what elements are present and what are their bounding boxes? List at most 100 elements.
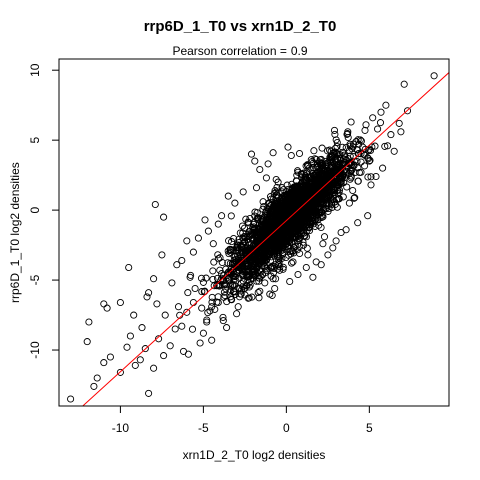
- dense-point: [348, 164, 356, 172]
- data-point: [173, 261, 181, 269]
- data-point: [262, 174, 270, 182]
- dense-point: [323, 147, 331, 155]
- data-point: [266, 290, 274, 298]
- dense-point: [302, 212, 310, 221]
- chart-subtitle: Pearson correlation = 0.9: [0, 44, 480, 58]
- data-point: [362, 121, 370, 129]
- data-point: [329, 244, 337, 252]
- data-point: [264, 160, 272, 168]
- data-point: [67, 395, 75, 403]
- data-point: [337, 228, 345, 237]
- dense-point: [288, 259, 296, 267]
- y-tick-label: -10: [28, 341, 42, 359]
- y-tick-label: 0: [28, 206, 42, 213]
- x-tick-label: 0: [283, 421, 290, 435]
- dense-point: [255, 266, 264, 274]
- dense-point: [357, 158, 365, 166]
- dense-point: [265, 214, 274, 222]
- dense-point: [314, 202, 322, 210]
- dense-point: [243, 273, 251, 281]
- dense-point: [259, 205, 267, 213]
- x-axis-label: xrn1D_2_T0 log2 densities: [182, 448, 326, 462]
- dense-point: [277, 202, 285, 210]
- dense-point: [270, 213, 278, 221]
- dense-point: [354, 136, 362, 144]
- data-point: [276, 266, 284, 274]
- x-axis: -10 -5 0 5: [112, 405, 373, 435]
- data-point: [289, 258, 297, 266]
- dense-point: [216, 266, 224, 274]
- data-point: [168, 279, 176, 287]
- data-point: [100, 300, 108, 308]
- y-tick-label: -5: [28, 274, 42, 285]
- data-point: [143, 293, 151, 301]
- dense-point: [245, 228, 253, 236]
- data-point: [249, 270, 257, 279]
- data-point: [352, 138, 360, 146]
- dense-point: [323, 178, 331, 186]
- data-point: [174, 303, 183, 311]
- data-point: [138, 324, 146, 332]
- dense-point: [227, 281, 235, 289]
- data-point: [365, 157, 373, 165]
- dense-point: [376, 119, 385, 127]
- data-point: [390, 147, 398, 155]
- dense-point: [282, 215, 290, 223]
- dense-point: [270, 262, 278, 270]
- dense-point: [230, 260, 238, 268]
- dense-point: [279, 265, 287, 273]
- dense-point: [296, 181, 304, 189]
- dense-point: [310, 171, 318, 179]
- dense-point: [281, 208, 289, 216]
- y-tick-label: 10: [28, 63, 42, 77]
- data-point: [219, 317, 227, 325]
- dense-point: [224, 259, 232, 267]
- dense-point: [219, 313, 227, 321]
- dense-point: [257, 242, 265, 250]
- data-point: [234, 303, 242, 311]
- data-point: [238, 286, 246, 294]
- dense-point: [351, 194, 359, 202]
- data-point: [254, 248, 262, 256]
- data-point: [291, 198, 299, 206]
- dense-point: [218, 270, 226, 278]
- dense-point: [226, 248, 234, 256]
- dense-point: [368, 143, 376, 151]
- data-point: [186, 273, 194, 281]
- data-point: [203, 318, 211, 326]
- data-point: [216, 254, 224, 262]
- dense-point: [288, 198, 296, 206]
- dense-point: [328, 155, 336, 163]
- dense-point: [210, 258, 218, 266]
- dense-point: [257, 268, 265, 276]
- dense-point: [357, 150, 365, 158]
- dense-point: [230, 281, 238, 289]
- data-point: [430, 72, 438, 80]
- dense-point: [254, 288, 262, 297]
- dense-point: [203, 316, 211, 324]
- data-point: [145, 389, 153, 397]
- data-point: [269, 149, 277, 157]
- dense-point: [330, 166, 338, 175]
- dense-point: [319, 169, 327, 177]
- dense-point: [295, 198, 303, 206]
- dense-point: [300, 216, 309, 225]
- x-tick-label: -5: [198, 421, 209, 435]
- data-point: [287, 151, 295, 160]
- data-point: [320, 233, 329, 241]
- data-point: [369, 114, 377, 122]
- dense-point: [275, 259, 283, 267]
- chart-title: rrp6D_1_T0 vs xrn1D_2_T0: [143, 18, 337, 35]
- data-point: [299, 238, 307, 246]
- dense-point: [361, 162, 369, 170]
- data-point: [125, 263, 133, 272]
- data-point: [249, 259, 257, 267]
- data-point: [306, 223, 314, 231]
- data-point: [242, 268, 251, 276]
- data-point: [251, 157, 259, 165]
- data-point: [387, 131, 395, 139]
- data-point: [277, 210, 285, 218]
- data-point: [198, 304, 206, 312]
- data-point: [209, 240, 217, 248]
